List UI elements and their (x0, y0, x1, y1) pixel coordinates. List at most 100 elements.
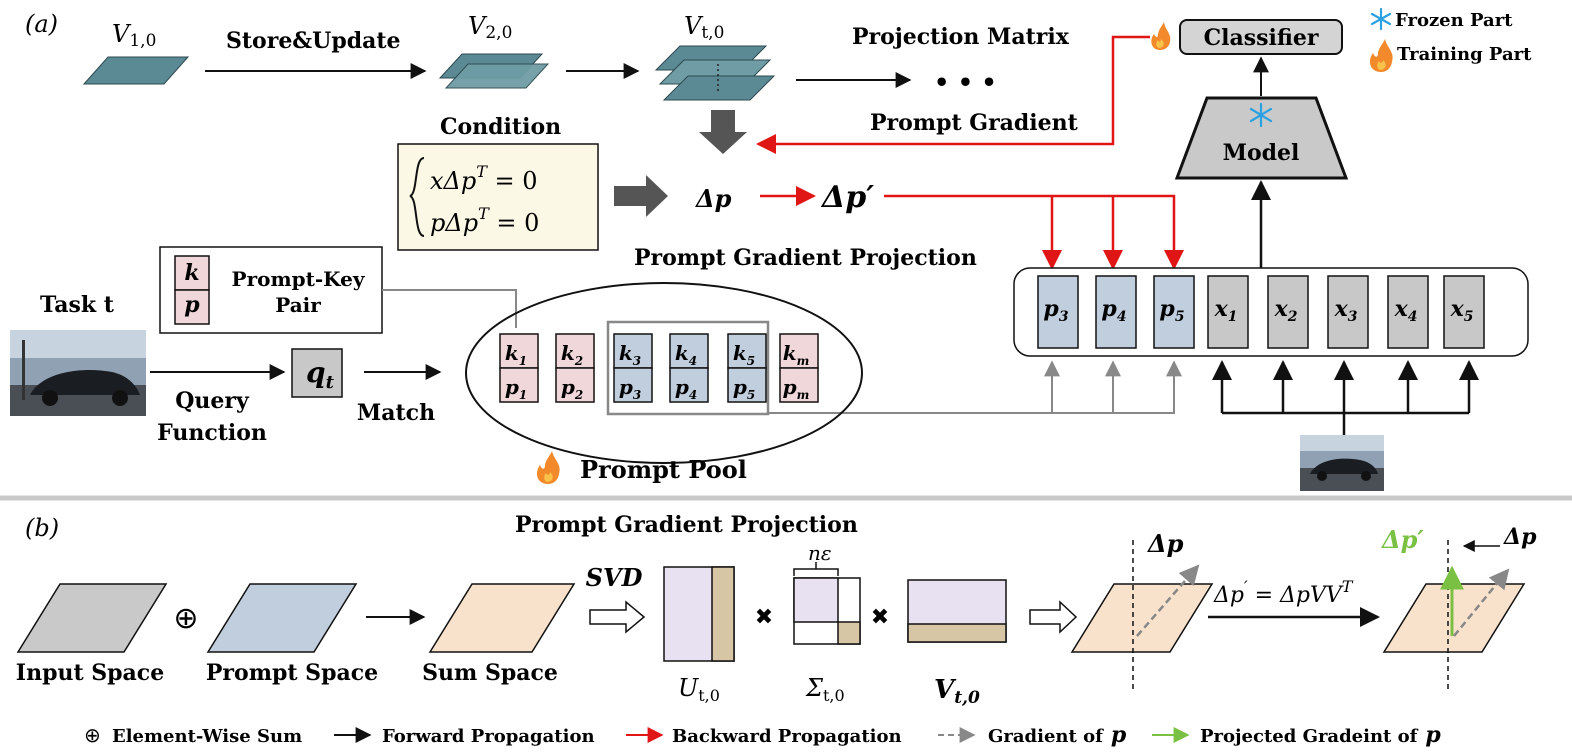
store-update-label: Store&Update (226, 28, 401, 54)
legend-forward: Forward Propagation (382, 726, 595, 747)
u-matrix-tail (711, 566, 735, 662)
match-label: Match (357, 400, 435, 426)
pool-key-1-label: k1 (505, 341, 527, 368)
condition-to-deltap-arrow (614, 175, 668, 217)
panel-b-title: Prompt Gradient Projection (515, 512, 858, 538)
token-x4 (1387, 275, 1429, 349)
panel-b-label: (b) (25, 514, 59, 542)
times-symbol-1: ✖ (755, 605, 773, 630)
token-x2-label: x2 (1274, 296, 1298, 325)
sigma-bottom-block (837, 621, 861, 645)
pool-to-p5-arrow (768, 360, 1182, 414)
token-p3-label: p3 (1043, 296, 1068, 325)
condition-box (397, 143, 599, 251)
grad-to-p5-arrow (884, 194, 1184, 270)
legend-training-label: Training Part (1397, 44, 1532, 65)
pk-label-line2: Pair (275, 293, 321, 317)
input-space-label: Input Space (16, 660, 164, 686)
pk-label-line1: Prompt-Key (232, 267, 366, 291)
pool-key-2-label: k2 (561, 341, 583, 368)
condition-label: Condition (440, 114, 561, 140)
query-function-line1: Query (175, 388, 250, 414)
legend-gradient: Gradient of p (988, 722, 1127, 748)
prompt-pool-ellipse (465, 282, 863, 464)
sum-space-plane (428, 583, 576, 653)
token-x3 (1327, 275, 1369, 349)
token-x5-label: x5 (1450, 296, 1474, 325)
original-gradient-arrow (1453, 568, 1510, 637)
token-x2 (1267, 275, 1309, 349)
token-p4 (1095, 275, 1137, 349)
input-space-plane (16, 583, 168, 653)
legend-backward: Backward Propagation (672, 726, 902, 747)
pool-prompt-5-label: p5 (733, 375, 755, 402)
projected-plane (1382, 583, 1526, 653)
model-snowflake-icon (1249, 102, 1273, 128)
condition-eq-2: pΔpT = 0 (430, 204, 539, 237)
query-function-line2: Function (157, 420, 267, 446)
projected-label: Δp′ (1381, 525, 1424, 554)
query-box (291, 348, 343, 398)
v1-label: V1,0 (112, 20, 156, 51)
sigma-top-block (793, 577, 839, 623)
original-label: Δp (1503, 524, 1537, 550)
query-q: qt (306, 356, 335, 393)
vt-plane-stack (654, 45, 776, 101)
prompt-gradient-label: Prompt Gradient (870, 110, 1079, 136)
token-p5-label: p5 (1159, 296, 1184, 325)
oplus-symbol: ⊕ (173, 601, 198, 636)
sigma-label: Σt,0 (805, 674, 845, 705)
pool-group: k1 p1 k2 p2 k3 p3 k4 p4 k5 p5 km pm (499, 333, 819, 403)
delta-p-prime: Δp′ (820, 180, 874, 215)
v2-label: V2,0 (468, 12, 512, 43)
token-x5 (1443, 275, 1485, 349)
pk-p-cell (174, 289, 210, 325)
legend-frozen-label: Frozen Part (1395, 10, 1513, 31)
svd-label: SVD (586, 563, 643, 592)
token-p3 (1037, 275, 1079, 349)
v-matrix-tail (907, 623, 1007, 643)
token-x1 (1207, 275, 1249, 349)
classifier-box (1179, 19, 1343, 55)
legend-projected: Projected Gradeint of p (1200, 722, 1441, 748)
pool-key-m (779, 333, 819, 369)
pool-key-4 (669, 333, 709, 369)
pool-flame-icon (536, 451, 560, 484)
input-car-image-small (1300, 435, 1384, 491)
prompt-gradient-arrow (756, 35, 1150, 154)
pool-prompt-2-label: p2 (561, 375, 583, 402)
ellipsis-dots: • • • (934, 68, 997, 97)
projection-matrix-label: Projection Matrix (852, 24, 1070, 50)
token-group: p3 p4 p5 x1 x2 x3 x4 x5 (1037, 275, 1485, 349)
condition-eq-1: xΔpT = 0 (430, 162, 538, 195)
classifier-flame-icon (1151, 22, 1171, 50)
pool-key-5 (727, 333, 767, 369)
legend-oplus-symbol: ⊕ (84, 723, 101, 747)
pool-prompt-2 (555, 367, 595, 403)
snowflake-icon (1370, 7, 1392, 31)
pool-prompt-4-label: p4 (675, 375, 697, 402)
pool-prompt-5 (727, 367, 767, 403)
vt-label: Vt,0 (684, 12, 724, 43)
pool-prompt-m-label: pm (783, 375, 810, 402)
flame-icon (1369, 39, 1393, 72)
token-x1-label: x1 (1214, 296, 1238, 325)
condition-brace (409, 157, 425, 237)
pk-k-symbol: k (184, 260, 199, 286)
classifier-label: Classifier (1204, 25, 1319, 51)
pool-prompt-1 (499, 367, 539, 403)
prompt-space-label: Prompt Space (206, 660, 378, 686)
prompt-space-plane (206, 583, 358, 653)
gradient-label: Δp (1147, 529, 1184, 558)
pool-prompt-m (779, 367, 819, 403)
pool-prompt-1-label: p1 (505, 375, 527, 402)
pool-key-m-label: km (783, 341, 810, 368)
v1-plane (82, 56, 190, 85)
n-epsilon-brace (793, 562, 839, 576)
task-label: Task t (40, 292, 115, 318)
vt-down-arrow (699, 110, 747, 154)
delta-p: Δp (695, 184, 732, 213)
prompt-gradient-projection-label: Prompt Gradient Projection (634, 245, 977, 271)
